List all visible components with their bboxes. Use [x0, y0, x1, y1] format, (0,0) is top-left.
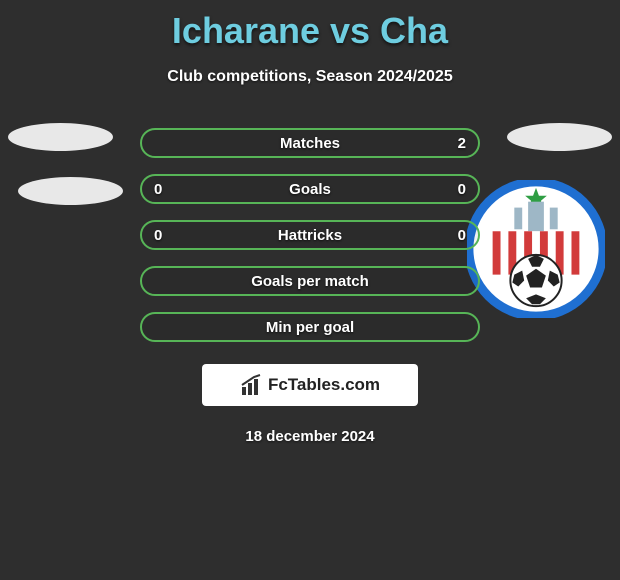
brand-text: FcTables.com	[268, 375, 380, 395]
stat-right-value: 0	[458, 181, 466, 198]
stat-row-goals-per-match: Goals per match	[140, 266, 480, 296]
brand-badge: FcTables.com	[202, 364, 418, 406]
bar-chart-icon	[240, 373, 264, 397]
stat-label: Matches	[280, 135, 340, 152]
stat-left-value: 0	[154, 181, 162, 198]
stat-right-value: 2	[458, 135, 466, 152]
date-text: 18 december 2024	[0, 428, 620, 445]
stat-row-goals: 0 Goals 0	[140, 174, 480, 204]
page-subtitle: Club competitions, Season 2024/2025	[0, 68, 620, 86]
page-title: Icharane vs Cha	[0, 0, 620, 52]
stat-label: Min per goal	[266, 319, 354, 336]
stat-label: Hattricks	[278, 227, 342, 244]
stat-row-hattricks: 0 Hattricks 0	[140, 220, 480, 250]
stat-label: Goals per match	[251, 273, 369, 290]
stat-left-value: 0	[154, 227, 162, 244]
stat-label: Goals	[289, 181, 331, 198]
stats-section: Matches 2 0 Goals 0 0 Hattricks 0 Goals …	[0, 128, 620, 445]
stat-row-min-per-goal: Min per goal	[140, 312, 480, 342]
stat-right-value: 0	[458, 227, 466, 244]
stat-row-matches: Matches 2	[140, 128, 480, 158]
